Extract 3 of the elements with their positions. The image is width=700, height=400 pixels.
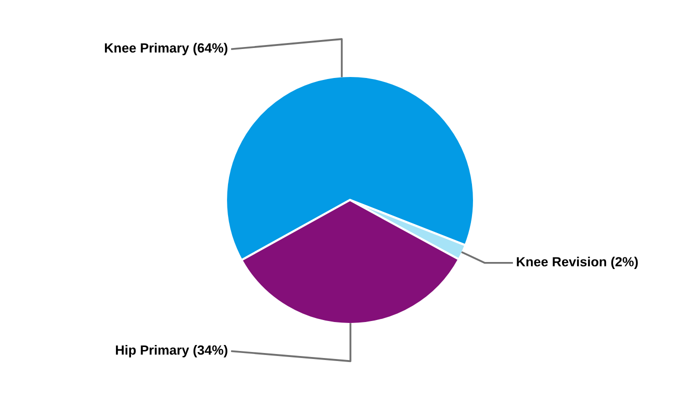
slice-label: Knee Primary (64%)	[104, 42, 228, 56]
slice-label: Hip Primary (34%)	[116, 345, 228, 358]
slice-label: Knee Revision (2%)	[516, 256, 638, 270]
